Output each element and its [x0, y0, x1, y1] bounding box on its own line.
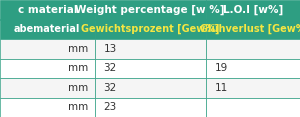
Bar [94, 97, 206, 117]
Bar [206, 78, 300, 97]
Text: L.O.I [w%]: L.O.I [w%] [223, 5, 283, 15]
Bar [94, 39, 206, 58]
Text: Weight percentage [w %]: Weight percentage [w %] [75, 5, 225, 15]
Text: 19: 19 [214, 63, 228, 73]
Bar [94, 58, 206, 78]
Text: Glühverlust [Gew%: Glühverlust [Gew% [200, 24, 300, 34]
Bar [0, 97, 94, 117]
Text: mm: mm [68, 102, 88, 112]
Bar [206, 0, 300, 20]
Text: mm: mm [68, 83, 88, 93]
Bar [94, 78, 206, 97]
Text: c material: c material [17, 5, 77, 15]
Text: 32: 32 [103, 63, 117, 73]
Bar [94, 20, 206, 39]
Text: abematerial: abematerial [14, 24, 80, 34]
Text: 32: 32 [103, 83, 117, 93]
Bar [0, 58, 94, 78]
Bar [94, 0, 206, 20]
Text: 23: 23 [103, 102, 117, 112]
Bar [206, 97, 300, 117]
Bar [206, 39, 300, 58]
Bar [206, 20, 300, 39]
Bar [0, 39, 94, 58]
Text: mm: mm [68, 44, 88, 54]
Bar [206, 58, 300, 78]
Text: mm: mm [68, 63, 88, 73]
Bar [0, 0, 94, 20]
Text: 11: 11 [214, 83, 228, 93]
Bar [0, 78, 94, 97]
Text: Gewichtsprozent [Gew%]: Gewichtsprozent [Gew%] [81, 24, 219, 34]
Bar [0, 20, 94, 39]
Text: 13: 13 [103, 44, 117, 54]
